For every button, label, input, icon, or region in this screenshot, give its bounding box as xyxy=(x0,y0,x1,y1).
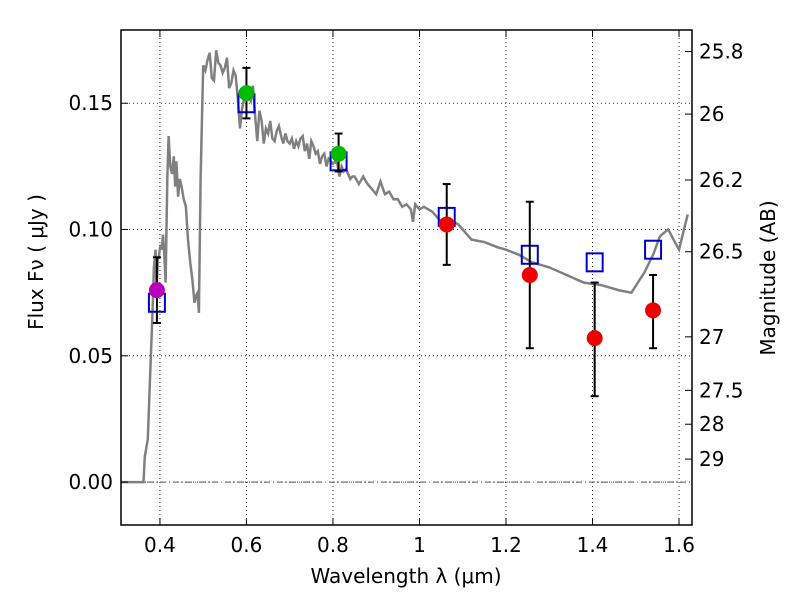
x-tick-label: 1.2 xyxy=(490,533,522,557)
x-axis-ticks: 0.4 0.6 0.8 1 1.2 1.4 1.6 xyxy=(144,30,695,557)
magnitude-tick-label: 28 xyxy=(699,412,724,436)
observed-point xyxy=(148,282,165,299)
magnitude-tick-label: 26.2 xyxy=(699,168,744,192)
model-spectrum-line xyxy=(121,49,689,484)
model-band-square xyxy=(644,239,663,260)
magnitude-tick-label: 27 xyxy=(699,325,724,349)
observed-point xyxy=(238,85,255,102)
magnitude-tick-label: 27.5 xyxy=(699,378,744,402)
grid xyxy=(121,30,692,525)
x-axis-label: Wavelength λ (μm) xyxy=(310,564,501,588)
observed-point xyxy=(330,145,347,162)
magnitude-tick-label: 29 xyxy=(699,447,724,471)
right-axis-label: Magnitude (AB) xyxy=(756,200,780,355)
model-band-points xyxy=(147,93,663,313)
y-tick-label: 0.15 xyxy=(68,91,113,115)
magnitude-tick-label: 26 xyxy=(699,102,724,126)
error-bars xyxy=(152,66,658,398)
x-tick-label: 0.8 xyxy=(317,533,349,557)
observed-point xyxy=(521,266,538,283)
y-tick-label: 0.10 xyxy=(68,218,113,242)
y-axis-ticks: 0.00 0.05 0.10 0.15 xyxy=(68,91,128,494)
x-tick-label: 0.6 xyxy=(231,533,263,557)
magnitude-axis-ticks: 25.8 26 26.2 26.5 27 27.5 28 29 xyxy=(685,39,744,471)
observed-point xyxy=(438,216,455,233)
model-band-square xyxy=(585,252,604,273)
plot-frame xyxy=(120,29,693,526)
magnitude-tick-label: 26.5 xyxy=(699,240,744,264)
x-tick-label: 1 xyxy=(413,533,426,557)
x-tick-label: 1.4 xyxy=(577,533,609,557)
y-axis-label: Flux Fν ( μJy ) xyxy=(24,194,48,330)
magnitude-tick-label: 25.8 xyxy=(699,39,744,63)
y-tick-label: 0.05 xyxy=(68,344,113,368)
x-tick-label: 0.4 xyxy=(144,533,176,557)
observed-point xyxy=(586,330,603,347)
observed-point xyxy=(645,302,662,319)
y-tick-label: 0.00 xyxy=(68,470,113,494)
observed-points xyxy=(148,85,662,347)
x-tick-label: 1.6 xyxy=(663,533,695,557)
